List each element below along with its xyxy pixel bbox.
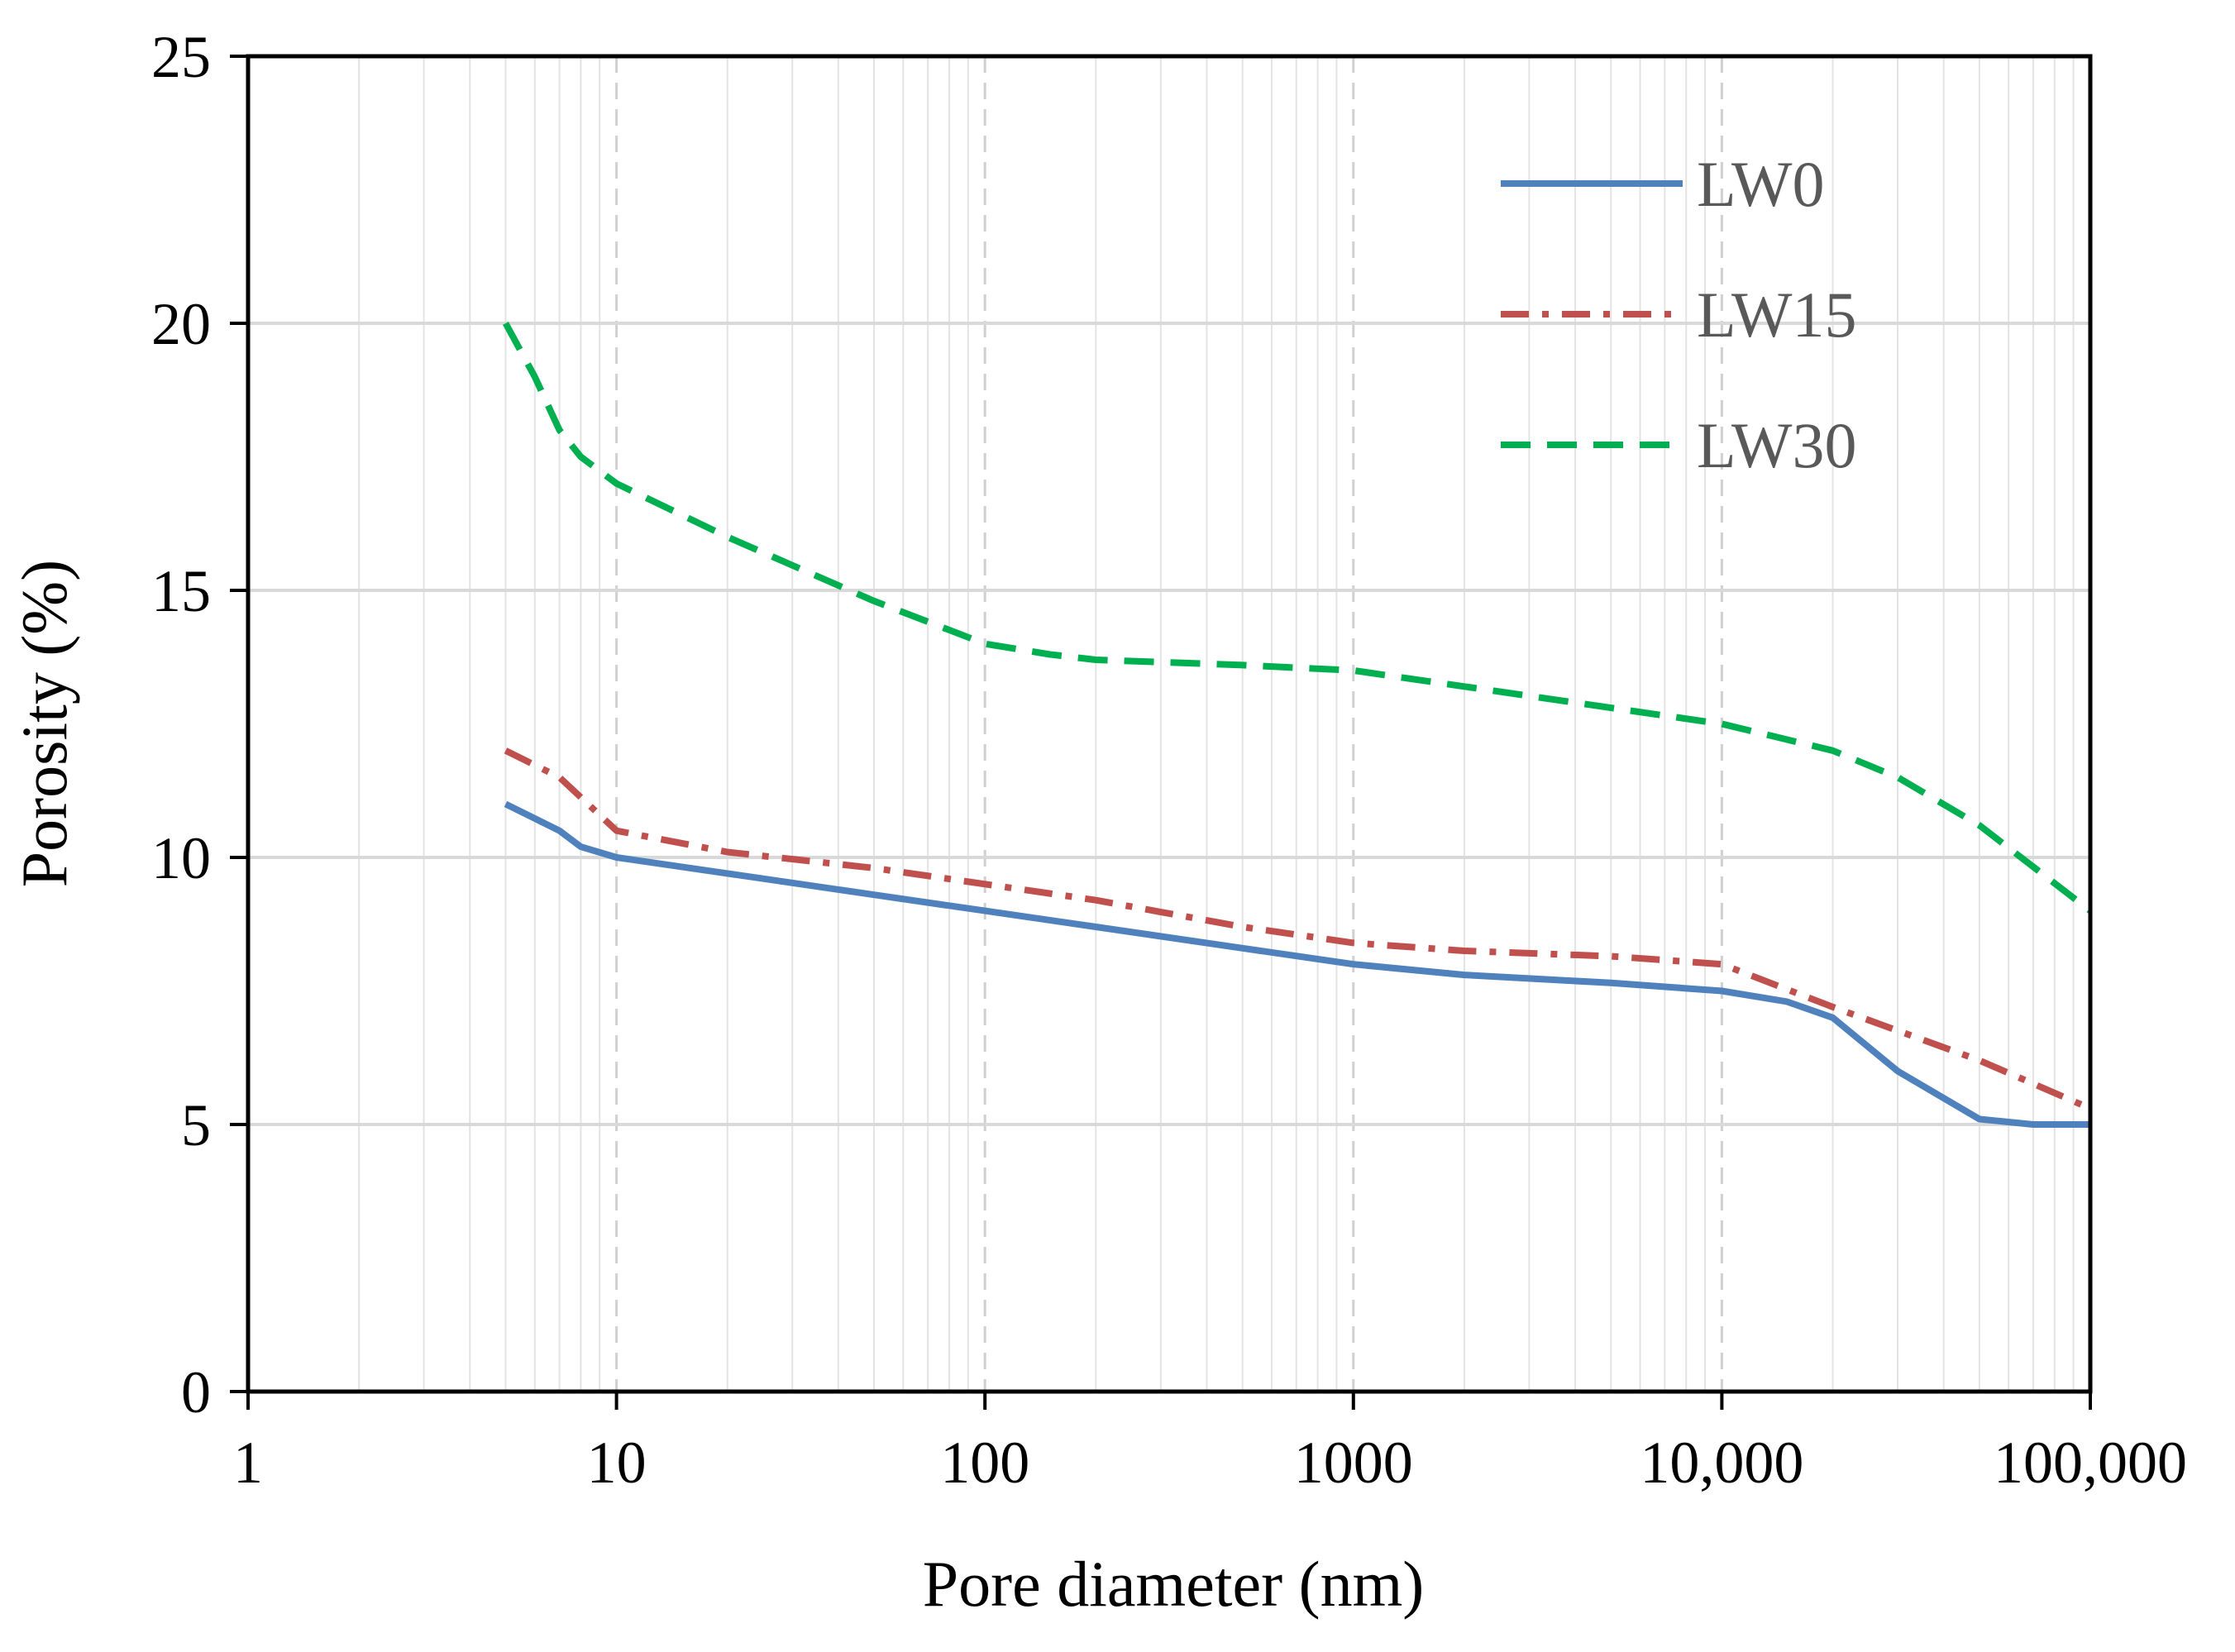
x-tick-label: 1 [233, 1430, 263, 1496]
y-tick-label: 20 [151, 291, 211, 357]
x-tick-label: 10 [587, 1430, 647, 1496]
grid-layer [248, 55, 2090, 1392]
legend: LW0 LW15 LW30 [1501, 148, 1856, 481]
legend-label-lw30: LW30 [1697, 409, 1856, 481]
plot-area-border [246, 54, 2093, 1394]
y-tick-label: 10 [151, 825, 211, 891]
x-tick-label: 10,000 [1640, 1430, 1803, 1496]
series-line-lw30 [502, 322, 2093, 914]
y-tick-label: 25 [151, 24, 211, 90]
series-line-lw0 [504, 800, 2090, 1128]
y-axis-title: Porosity (%) [8, 560, 80, 887]
x-axis-title: Pore diameter (nm) [923, 1548, 1424, 1620]
y-tick-label: 0 [181, 1359, 211, 1425]
x-tick-label: 1000 [1294, 1430, 1413, 1496]
x-tick-label: 100 [940, 1430, 1029, 1496]
y-tick-label: 15 [151, 558, 211, 624]
y-tick-label: 5 [181, 1092, 211, 1158]
legend-label-lw15: LW15 [1697, 279, 1856, 351]
x-tick-label: 100,000 [1994, 1430, 2187, 1496]
axes-layer: 1 10 100 1000 10,000 100,000 0 5 10 15 20 25 [151, 24, 2187, 1496]
series-layer [502, 322, 2093, 1128]
series-line-lw15 [504, 747, 2092, 1112]
legend-label-lw0: LW0 [1697, 148, 1824, 220]
